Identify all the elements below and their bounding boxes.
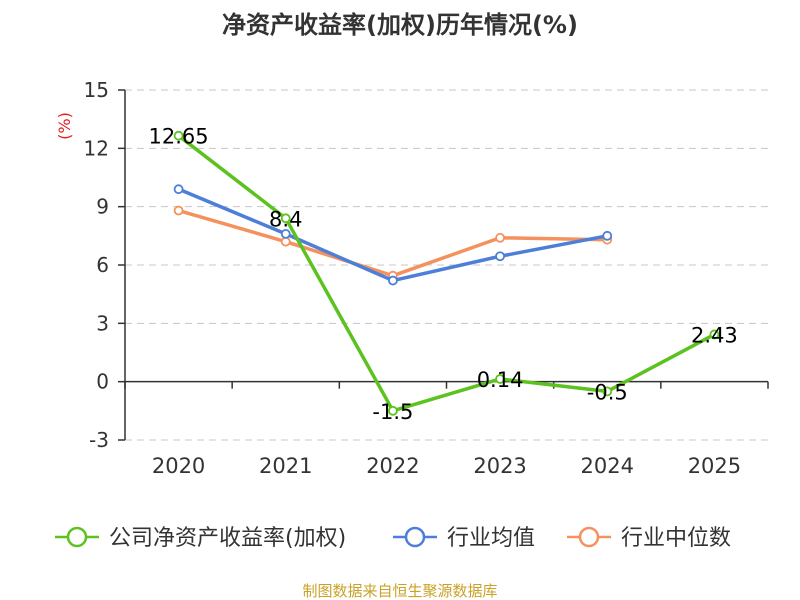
legend-label: 公司净资产收益率(加权): [109, 526, 346, 551]
series-point: [280, 213, 291, 224]
legend-item-1: 行业均值: [393, 526, 535, 551]
legend-marker: [66, 526, 88, 548]
y-tick-label: -3: [89, 428, 109, 452]
data-label: -1.5: [372, 400, 413, 424]
legend: 公司净资产收益率(加权) 行业均值 行业中位数: [55, 526, 731, 551]
source-note: 制图数据来自恒生聚源数据库: [302, 582, 497, 600]
legend-label: 行业中位数: [621, 526, 731, 551]
data-label: 8.4: [269, 207, 302, 231]
series-point: [602, 230, 613, 241]
data-label: 0.14: [477, 368, 524, 392]
series-point: [388, 405, 398, 416]
legend-item-0: 公司净资产收益率(加权): [55, 526, 346, 551]
y-tick-label: 0: [96, 370, 109, 394]
series-point: [173, 130, 184, 141]
y-axis-unit: (%): [55, 112, 74, 140]
data-label: 12.65: [149, 125, 209, 149]
series-0: [173, 130, 720, 416]
chart-title: 净资产收益率(加权)历年情况(%): [222, 11, 578, 39]
y-tick-label: 9: [96, 195, 109, 219]
axes: 15 12 9 6 3 0 -3 2020 2021 2022 2023 2024 2025: [84, 78, 769, 478]
series-point: [173, 205, 184, 216]
y-tick-label: 12: [84, 136, 109, 160]
series-point: [495, 232, 505, 243]
legend-marker: [578, 526, 600, 548]
series-point: [495, 251, 505, 262]
series-point: [602, 386, 613, 397]
legend-item-2: 行业中位数: [567, 526, 731, 551]
y-tick-label: 3: [96, 311, 109, 335]
x-tick-label: 2021: [259, 454, 312, 478]
data-labels: 12.65 8.4 -1.5 0.14 -0.5 2.43: [149, 125, 738, 424]
series-point: [280, 228, 291, 239]
series-2: [173, 205, 613, 281]
series-point: [495, 374, 505, 384]
series-line: [176, 208, 609, 278]
series-point: [280, 236, 291, 247]
series-lines: [173, 130, 720, 416]
series-line: [176, 187, 609, 283]
series-point: [388, 275, 398, 286]
data-label: -0.5: [587, 380, 628, 404]
series-point: [709, 329, 720, 340]
y-tick-label: 15: [84, 78, 109, 102]
x-tick-label: 2025: [688, 454, 741, 478]
x-tick-label: 2022: [366, 454, 419, 478]
series-point: [173, 184, 184, 195]
x-tick-label: 2024: [581, 454, 634, 478]
series-line: [176, 133, 717, 413]
x-tick-label: 2023: [473, 454, 526, 478]
x-tick-label: 2020: [152, 454, 205, 478]
data-label: 2.43: [691, 323, 738, 347]
legend-label: 行业均值: [447, 526, 535, 551]
y-tick-label: 6: [96, 253, 109, 277]
series-1: [173, 184, 613, 286]
legend-marker: [404, 526, 426, 548]
